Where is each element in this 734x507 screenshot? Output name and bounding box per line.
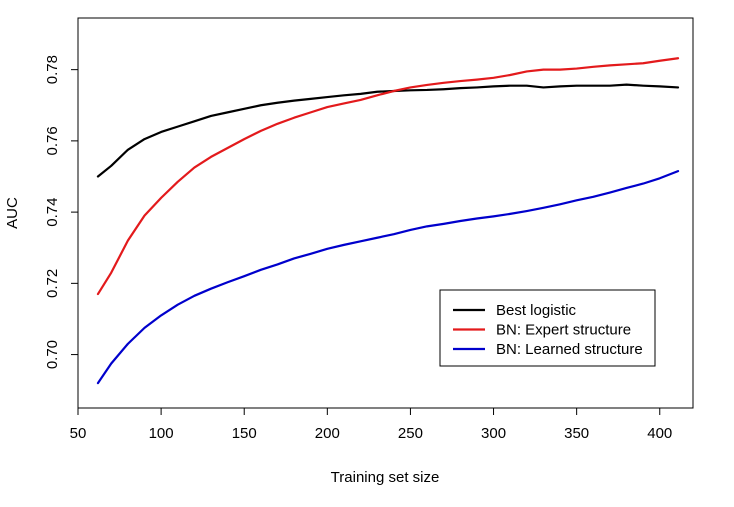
- x-tick-label: 100: [149, 425, 174, 442]
- legend: Best logistic BN: Expert structure BN: Lea…: [439, 289, 656, 367]
- x-tick-label: 400: [647, 425, 672, 442]
- y-tick-label: 0.72: [44, 269, 61, 298]
- x-axis-title: Training set size: [331, 469, 440, 486]
- y-tick-label: 0.76: [44, 126, 61, 155]
- y-axis-title: AUC: [4, 197, 21, 229]
- series-line-0: [96, 83, 680, 178]
- legend-label: Best logistic: [496, 302, 577, 319]
- x-tick-label: 250: [398, 425, 423, 442]
- y-tick-label: 0.70: [44, 340, 61, 369]
- legend-box: [439, 289, 656, 367]
- x-tick-label: 200: [315, 425, 340, 442]
- x-tick-label: 350: [564, 425, 589, 442]
- series-lines: [96, 57, 680, 385]
- y-tick-label: 0.74: [44, 198, 61, 227]
- series-line-2: [96, 170, 680, 385]
- legend-label: BN: Learned structure: [496, 341, 643, 358]
- x-tick-label: 300: [481, 425, 506, 442]
- x-tick-label: 150: [232, 425, 257, 442]
- series-line-1: [96, 57, 680, 296]
- y-tick-label: 0.78: [44, 55, 61, 84]
- legend-label: BN: Expert structure: [496, 322, 631, 339]
- plot-frame: [77, 17, 694, 409]
- x-axis: 50 100 150 200 250 300 350 400: [70, 408, 672, 442]
- y-axis: 0.70 0.72 0.74 0.76 0.78: [44, 55, 78, 369]
- x-tick-label: 50: [70, 425, 87, 442]
